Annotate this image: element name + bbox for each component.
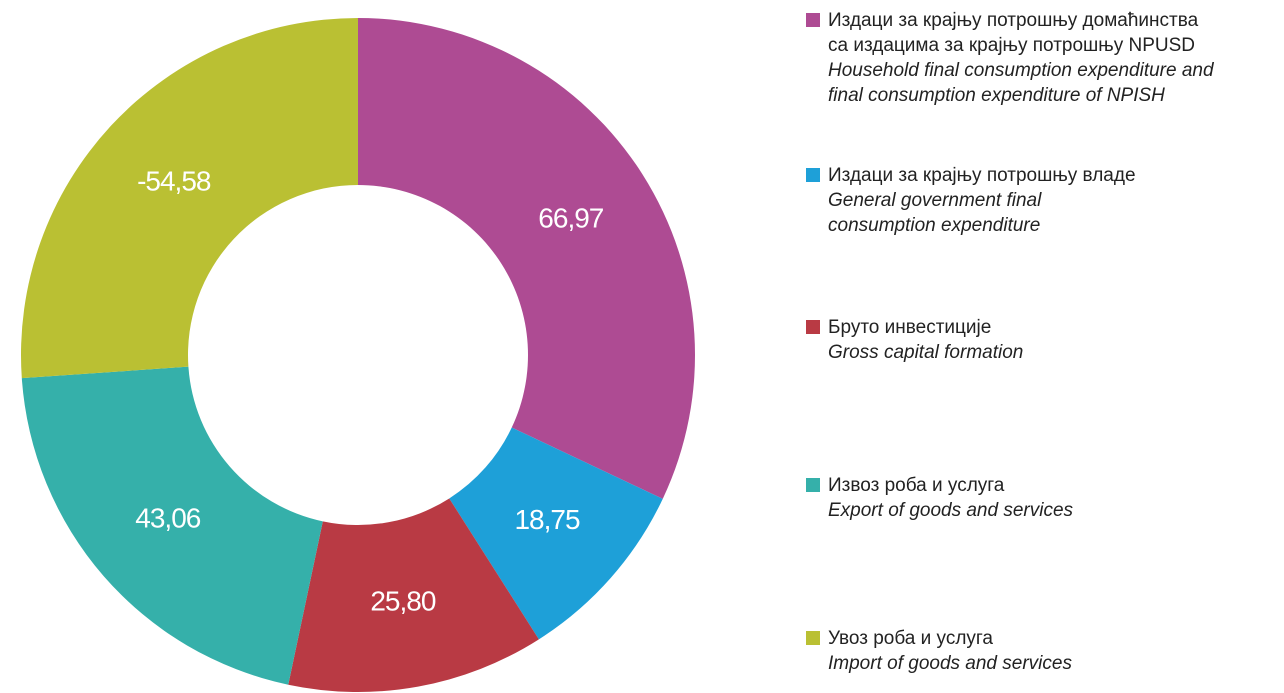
donut: 66,97 18,75 25,80 43,06 -54,58 — [20, 18, 695, 692]
legend-item: Издаци за крајњу потрошњу домаћинства са… — [806, 8, 1276, 108]
legend-swatch — [806, 168, 820, 182]
legend-label: Увоз роба и услуга — [828, 628, 993, 649]
legend-label: Извоз роба и услуга — [828, 475, 1005, 496]
donut-slice — [21, 366, 323, 685]
donut-slice — [449, 427, 663, 640]
slice-label: 18,75 — [514, 504, 579, 535]
legend-swatch — [806, 320, 820, 334]
donut-slice — [288, 498, 539, 692]
legend-label: Издаци за крајњу потрошњу домаћинства са… — [828, 10, 1199, 56]
legend-item: Бруто инвестиције Gross capital formation — [806, 315, 1276, 365]
donut-slice — [358, 18, 695, 499]
slice-label: 66,97 — [538, 202, 603, 233]
legend-label-en: Gross capital formation — [828, 342, 1024, 363]
legend-item: Издаци за крајњу потрошњу владе General g… — [806, 163, 1276, 238]
legend-item: Извоз роба и услуга Export of goods and s… — [806, 473, 1276, 523]
donut-slice — [20, 18, 358, 379]
slice-label: 43,06 — [135, 503, 200, 534]
legend-swatch — [806, 478, 820, 492]
legend-label: Издаци за крајњу потрошњу владе — [828, 165, 1136, 186]
legend-label-en: Household final consumption expenditure … — [828, 60, 1214, 106]
legend-label-en: Import of goods and services — [828, 653, 1072, 674]
legend-swatch — [806, 13, 820, 27]
slice-label: 25,80 — [370, 585, 435, 616]
legend-swatch — [806, 631, 820, 645]
slice-label: -54,58 — [137, 165, 211, 196]
legend-label-en: General government final consumption exp… — [828, 190, 1042, 236]
legend-label-en: Export of goods and services — [828, 500, 1074, 521]
legend-item: Увоз роба и услуга Import of goods and se… — [806, 626, 1276, 676]
legend-label: Бруто инвестиције — [828, 317, 992, 338]
